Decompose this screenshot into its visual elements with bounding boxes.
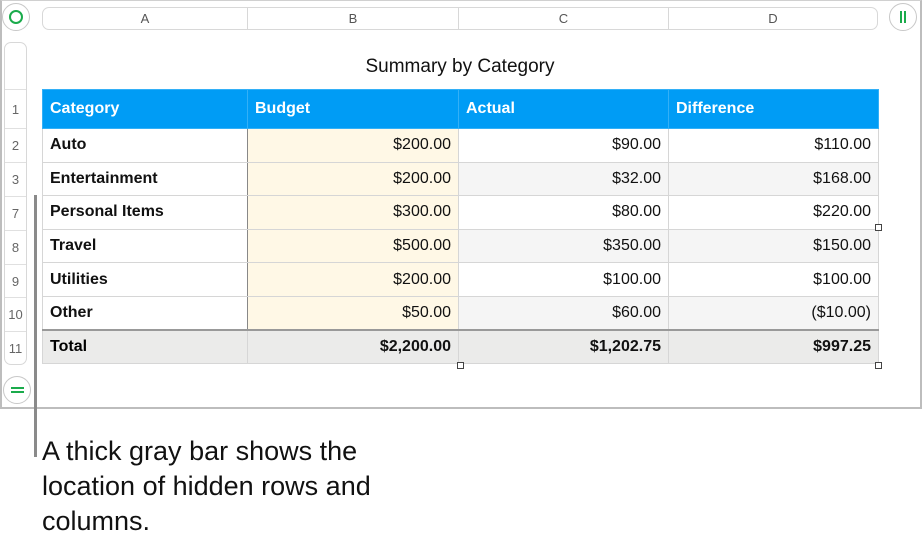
row-header[interactable]: 1 xyxy=(5,89,26,128)
table-row: Auto $200.00 $90.00 $110.00 xyxy=(42,128,879,163)
table-row: Entertainment $200.00 $32.00 $168.00 xyxy=(42,161,879,197)
total-difference-cell[interactable]: $997.25 xyxy=(668,329,879,365)
column-header-a[interactable]: A xyxy=(43,8,248,29)
difference-cell[interactable]: $150.00 xyxy=(668,228,879,264)
row-header[interactable]: 8 xyxy=(5,230,26,264)
difference-cell[interactable]: $168.00 xyxy=(668,161,879,197)
header-cell[interactable]: Difference xyxy=(668,89,879,129)
actual-cell[interactable]: $100.00 xyxy=(458,262,669,297)
actual-cell[interactable]: $350.00 xyxy=(458,228,669,264)
resize-handle-bottom[interactable] xyxy=(457,362,464,369)
row-header-bar[interactable]: 1 2 3 7 8 9 10 11 xyxy=(4,42,27,365)
category-cell[interactable]: Utilities xyxy=(42,262,248,297)
actual-cell[interactable]: $80.00 xyxy=(458,195,669,230)
category-cell[interactable]: Other xyxy=(42,295,248,331)
budget-cell[interactable]: $200.00 xyxy=(247,262,459,297)
row-header[interactable]: 3 xyxy=(5,162,26,196)
actual-cell[interactable]: $90.00 xyxy=(458,128,669,163)
table-frame xyxy=(0,0,922,409)
header-cell[interactable]: Budget xyxy=(247,89,459,129)
header-cell[interactable]: Actual xyxy=(458,89,669,129)
budget-cell[interactable]: $500.00 xyxy=(247,228,459,264)
table-row: Other $50.00 $60.00 ($10.00) xyxy=(42,295,879,331)
difference-cell[interactable]: ($10.00) xyxy=(668,295,879,331)
table-row: Utilities $200.00 $100.00 $100.00 xyxy=(42,262,879,297)
total-row: Total $2,200.00 $1,202.75 $997.25 xyxy=(42,329,879,365)
callout-line xyxy=(34,195,37,457)
row-header[interactable]: 9 xyxy=(5,264,26,297)
add-row-button[interactable] xyxy=(3,376,31,404)
budget-cell[interactable]: $200.00 xyxy=(247,128,459,163)
row-handle-icon xyxy=(10,387,24,393)
budget-cell[interactable]: $300.00 xyxy=(247,195,459,230)
header-row: Category Budget Actual Difference xyxy=(42,89,879,129)
row-header[interactable]: 10 xyxy=(5,297,26,331)
add-column-button[interactable] xyxy=(889,3,917,31)
callout-text: A thick gray bar shows the location of h… xyxy=(42,436,371,536)
row-header[interactable]: 7 xyxy=(5,196,26,230)
select-table-button[interactable] xyxy=(2,3,30,31)
row-header[interactable]: 2 xyxy=(5,128,26,162)
row-header[interactable]: 11 xyxy=(5,331,26,364)
table-title[interactable]: Summary by Category xyxy=(365,56,555,77)
table-row: Travel $500.00 $350.00 $150.00 xyxy=(42,228,879,264)
circle-icon xyxy=(9,10,23,24)
column-header-b[interactable]: B xyxy=(248,8,459,29)
column-header-d[interactable]: D xyxy=(768,11,778,26)
budget-cell[interactable]: $50.00 xyxy=(247,295,459,331)
column-header-c[interactable]: C xyxy=(459,8,669,29)
summary-table[interactable]: Category Budget Actual Difference Auto $2… xyxy=(42,89,879,365)
actual-cell[interactable]: $60.00 xyxy=(458,295,669,331)
total-budget-cell[interactable]: $2,200.00 xyxy=(247,329,459,365)
column-header-bar[interactable]: A B C D xyxy=(42,7,878,30)
total-actual-cell[interactable]: $1,202.75 xyxy=(458,329,669,365)
column-handle-icon xyxy=(900,11,906,23)
table-row: Personal Items $300.00 $80.00 $220.00 xyxy=(42,195,879,230)
total-label-cell[interactable]: Total xyxy=(42,329,248,365)
header-cell[interactable]: Category xyxy=(42,89,248,129)
actual-cell[interactable]: $32.00 xyxy=(458,161,669,197)
resize-handle-right[interactable] xyxy=(875,224,882,231)
category-cell[interactable]: Travel xyxy=(42,228,248,264)
category-cell[interactable]: Personal Items xyxy=(42,195,248,230)
difference-cell[interactable]: $110.00 xyxy=(668,128,879,163)
category-cell[interactable]: Entertainment xyxy=(42,161,248,197)
resize-handle-corner[interactable] xyxy=(875,362,882,369)
category-cell[interactable]: Auto xyxy=(42,128,248,163)
difference-cell[interactable]: $220.00 xyxy=(668,195,879,230)
budget-cell[interactable]: $200.00 xyxy=(247,161,459,197)
difference-cell[interactable]: $100.00 xyxy=(668,262,879,297)
